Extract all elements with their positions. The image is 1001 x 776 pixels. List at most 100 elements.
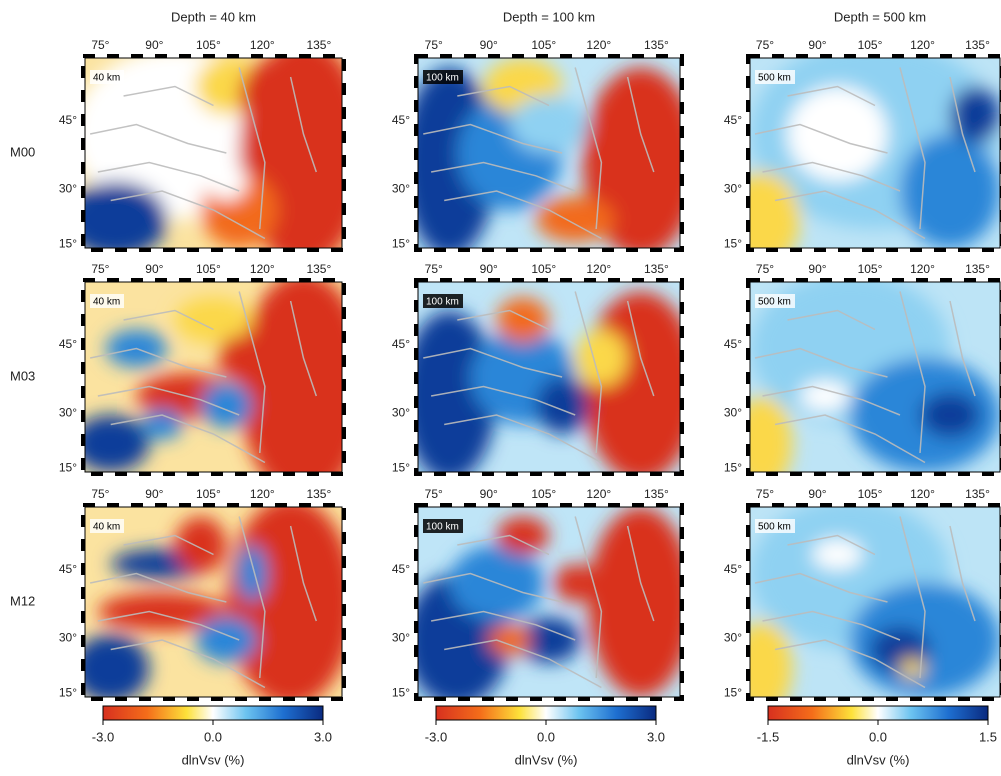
lon-tick-label: 105° bbox=[531, 262, 556, 276]
colorbar-tick-label: 3.0 bbox=[647, 729, 665, 744]
lat-tick-label: 45° bbox=[59, 113, 77, 127]
anomaly-blob bbox=[239, 273, 368, 501]
panel-label: 100 km bbox=[426, 522, 459, 533]
lon-tick-label: 90° bbox=[145, 38, 163, 52]
lat-tick-label: 30° bbox=[724, 405, 742, 419]
lon-tick-label: 105° bbox=[196, 38, 221, 52]
panel-label: 40 km bbox=[93, 522, 120, 533]
lon-tick-label: 120° bbox=[250, 487, 275, 501]
anomaly-blob bbox=[206, 163, 247, 201]
lon-tick-label: 90° bbox=[480, 487, 498, 501]
panel-label: 500 km bbox=[758, 522, 791, 533]
colorbar-label: dlnVsv (%) bbox=[182, 752, 245, 767]
row-label: M12 bbox=[10, 593, 35, 608]
anomaly-blob bbox=[536, 377, 588, 434]
map-panel: 40 km bbox=[64, 39, 367, 267]
lat-tick-label: 15° bbox=[59, 236, 77, 250]
panel-label: 500 km bbox=[758, 73, 791, 84]
lon-tick-label: 135° bbox=[306, 487, 331, 501]
anomaly-blob bbox=[497, 297, 549, 343]
lat-tick-label: 45° bbox=[392, 337, 410, 351]
lat-tick-label: 45° bbox=[392, 562, 410, 576]
anomaly-blob bbox=[239, 58, 316, 134]
anomaly-blob bbox=[788, 87, 888, 182]
anomaly-field bbox=[402, 58, 698, 258]
lon-tick-label: 75° bbox=[91, 38, 109, 52]
lat-tick-label: 30° bbox=[724, 181, 742, 195]
lon-tick-label: 120° bbox=[250, 38, 275, 52]
lon-tick-label: 135° bbox=[306, 262, 331, 276]
lat-tick-label: 30° bbox=[392, 630, 410, 644]
anomaly-blob bbox=[950, 87, 1000, 144]
map-panel: 40 km bbox=[72, 273, 368, 501]
lon-tick-label: 75° bbox=[756, 262, 774, 276]
anomaly-blob bbox=[536, 197, 615, 243]
lon-tick-label: 135° bbox=[644, 38, 669, 52]
anomaly-blob bbox=[201, 383, 252, 429]
lon-tick-label: 75° bbox=[756, 487, 774, 501]
lon-tick-label: 90° bbox=[480, 38, 498, 52]
lon-tick-label: 75° bbox=[425, 487, 443, 501]
lat-tick-label: 15° bbox=[392, 460, 410, 474]
lon-tick-label: 75° bbox=[425, 262, 443, 276]
lon-tick-label: 90° bbox=[480, 262, 498, 276]
lat-tick-label: 30° bbox=[59, 405, 77, 419]
lat-tick-label: 30° bbox=[724, 630, 742, 644]
lon-tick-label: 90° bbox=[145, 487, 163, 501]
lon-tick-label: 105° bbox=[858, 38, 883, 52]
lon-tick-label: 120° bbox=[586, 38, 611, 52]
anomaly-blob bbox=[510, 96, 589, 153]
anomaly-blob bbox=[142, 409, 183, 439]
lat-tick-label: 30° bbox=[392, 405, 410, 419]
map-panel: 500 km bbox=[733, 273, 1001, 492]
lat-tick-label: 15° bbox=[392, 685, 410, 699]
lat-tick-label: 45° bbox=[724, 562, 742, 576]
lon-tick-label: 75° bbox=[756, 38, 774, 52]
map-panel: 500 km bbox=[733, 498, 1001, 717]
anomaly-blob bbox=[575, 330, 627, 387]
colorbar-tick-label: 3.0 bbox=[314, 729, 332, 744]
anomaly-blob bbox=[588, 507, 693, 697]
map-panel: 500 km bbox=[725, 39, 1000, 267]
lon-tick-label: 120° bbox=[910, 262, 935, 276]
lon-tick-label: 135° bbox=[306, 38, 331, 52]
lon-tick-label: 90° bbox=[808, 487, 826, 501]
lon-tick-label: 105° bbox=[196, 262, 221, 276]
lat-tick-label: 45° bbox=[392, 113, 410, 127]
lon-tick-label: 105° bbox=[196, 487, 221, 501]
colorbar-tick-label: -1.5 bbox=[757, 729, 779, 744]
lon-tick-label: 120° bbox=[910, 487, 935, 501]
anomaly-blob bbox=[800, 381, 850, 411]
lat-tick-label: 15° bbox=[59, 460, 77, 474]
panel-label: 40 km bbox=[93, 73, 120, 84]
lon-tick-label: 120° bbox=[586, 262, 611, 276]
anomaly-blob bbox=[175, 517, 226, 574]
lon-tick-label: 105° bbox=[858, 262, 883, 276]
map-panel: 100 km bbox=[402, 58, 698, 258]
lon-tick-label: 90° bbox=[808, 38, 826, 52]
lat-tick-label: 45° bbox=[59, 562, 77, 576]
panel-label: 500 km bbox=[758, 297, 791, 308]
lat-tick-label: 45° bbox=[59, 337, 77, 351]
colorbar-tick-label: -3.0 bbox=[92, 729, 114, 744]
lon-tick-label: 135° bbox=[644, 487, 669, 501]
lat-tick-label: 30° bbox=[392, 181, 410, 195]
lat-tick-label: 30° bbox=[59, 630, 77, 644]
colorbar-label: dlnVsv (%) bbox=[847, 752, 910, 767]
lon-tick-label: 105° bbox=[531, 38, 556, 52]
panel-label: 40 km bbox=[93, 297, 120, 308]
row-label: M00 bbox=[10, 144, 35, 159]
lon-tick-label: 90° bbox=[145, 262, 163, 276]
lat-tick-label: 15° bbox=[724, 460, 742, 474]
lon-tick-label: 120° bbox=[586, 487, 611, 501]
column-title: Depth = 500 km bbox=[834, 9, 926, 24]
colorbar bbox=[436, 706, 656, 720]
lon-tick-label: 135° bbox=[644, 262, 669, 276]
lon-tick-label: 75° bbox=[91, 487, 109, 501]
panel-label: 100 km bbox=[426, 297, 459, 308]
lat-tick-label: 15° bbox=[59, 685, 77, 699]
colorbar-tick-label: 0.0 bbox=[869, 729, 887, 744]
colorbar-tick-label: -3.0 bbox=[425, 729, 447, 744]
map-panel: 40 km bbox=[72, 498, 355, 707]
row-label: M03 bbox=[10, 368, 35, 383]
